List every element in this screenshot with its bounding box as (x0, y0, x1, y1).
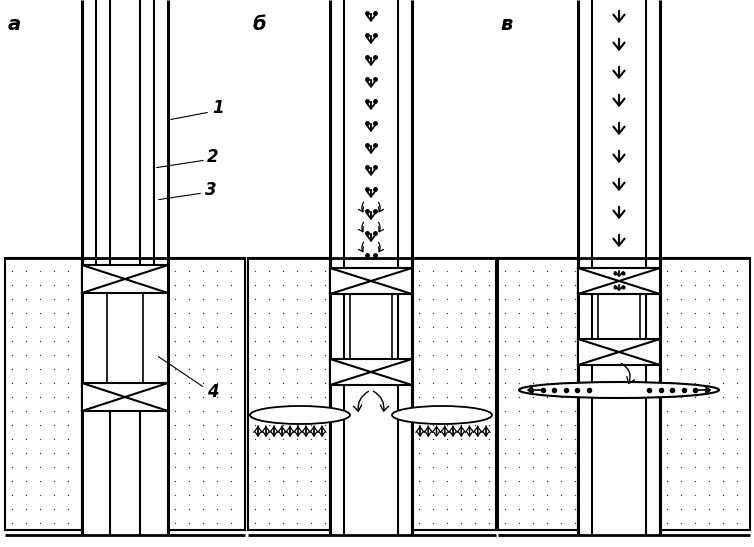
Ellipse shape (392, 406, 492, 424)
Bar (598, 294, 640, 339)
Bar (660, 258, 750, 530)
Text: 4: 4 (207, 383, 219, 401)
Text: 2: 2 (207, 148, 219, 166)
Ellipse shape (250, 406, 350, 424)
Bar (330, 359, 412, 385)
Bar (350, 294, 392, 359)
Ellipse shape (519, 382, 719, 398)
Bar (578, 339, 660, 365)
Bar (330, 268, 412, 294)
Bar (498, 258, 578, 530)
Text: а: а (8, 15, 21, 34)
Bar (412, 258, 496, 530)
Text: 1: 1 (212, 99, 224, 117)
Bar (107, 293, 143, 383)
Text: 3: 3 (205, 181, 216, 199)
Bar (82, 265, 168, 293)
Text: в: в (500, 15, 513, 34)
Bar (168, 258, 245, 530)
Bar (248, 258, 330, 530)
Bar (578, 268, 660, 294)
Text: б: б (253, 15, 267, 34)
Bar (5, 258, 82, 530)
Bar (82, 383, 168, 411)
